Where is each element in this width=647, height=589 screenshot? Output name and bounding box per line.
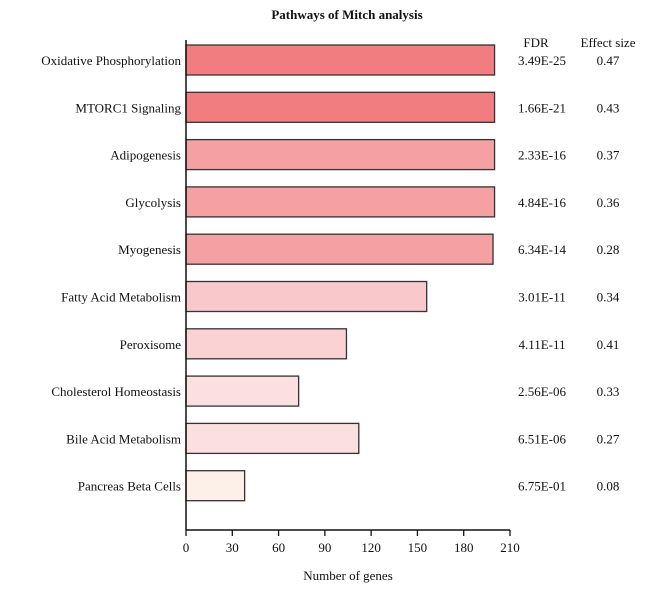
x-tick-label: 210 [500, 540, 520, 555]
fdr-value: 2.56E-06 [518, 384, 567, 399]
effect-size-value: 0.33 [597, 384, 620, 399]
effect-size-value: 0.47 [597, 53, 620, 68]
bar [185, 422, 360, 455]
fdr-value: 6.51E-06 [518, 431, 567, 446]
fdr-value: 2.33E-16 [518, 148, 567, 163]
bar [185, 328, 348, 360]
effect-size-value: 0.41 [597, 337, 620, 352]
category-label: Oxidative Phosphorylation [41, 53, 181, 68]
fdr-header: FDR [523, 35, 549, 50]
category-label: Pancreas Beta Cells [78, 479, 181, 494]
effect-size-value: 0.27 [597, 431, 620, 446]
bar [185, 186, 496, 218]
x-tick-label: 90 [318, 540, 331, 555]
category-label: Adipogenesis [110, 148, 181, 163]
category-label: Glycolysis [125, 195, 181, 210]
fdr-value: 3.49E-25 [518, 53, 566, 68]
fdr-value: 3.01E-11 [518, 290, 566, 305]
bar [185, 91, 496, 123]
fdr-value: 1.66E-21 [518, 100, 566, 115]
bar [185, 44, 496, 76]
effect-size-value: 0.36 [597, 195, 620, 210]
fdr-value: 6.34E-14 [518, 242, 567, 257]
category-label: Myogenesis [118, 242, 181, 257]
x-tick-label: 30 [226, 540, 239, 555]
bar [185, 375, 300, 407]
effect-size-value: 0.37 [597, 148, 620, 163]
x-tick-label: 150 [408, 540, 428, 555]
x-tick-label: 0 [183, 540, 190, 555]
bar [185, 138, 496, 171]
bar [185, 280, 428, 313]
bar [185, 470, 246, 502]
chart-title: Pathways of Mitch analysis [271, 7, 422, 22]
bar [185, 233, 494, 265]
category-label: Bile Acid Metabolism [66, 431, 181, 446]
effect-size-value: 0.34 [597, 290, 620, 305]
effect-size-value: 0.08 [597, 479, 620, 494]
x-tick-label: 180 [454, 540, 474, 555]
effect-size-header: Effect size [581, 35, 636, 50]
effect-size-value: 0.28 [597, 242, 620, 257]
x-axis-label: Number of genes [303, 568, 393, 583]
category-label: Peroxisome [120, 337, 182, 352]
fdr-value: 4.11E-11 [518, 337, 565, 352]
category-label: MTORC1 Signaling [75, 100, 181, 115]
category-label: Cholesterol Homeostasis [51, 384, 181, 399]
x-tick-label: 120 [361, 540, 381, 555]
x-tick-label: 60 [272, 540, 285, 555]
fdr-value: 4.84E-16 [518, 195, 567, 210]
category-label: Fatty Acid Metabolism [61, 290, 181, 305]
fdr-value: 6.75E-01 [518, 479, 566, 494]
effect-size-value: 0.43 [597, 100, 620, 115]
